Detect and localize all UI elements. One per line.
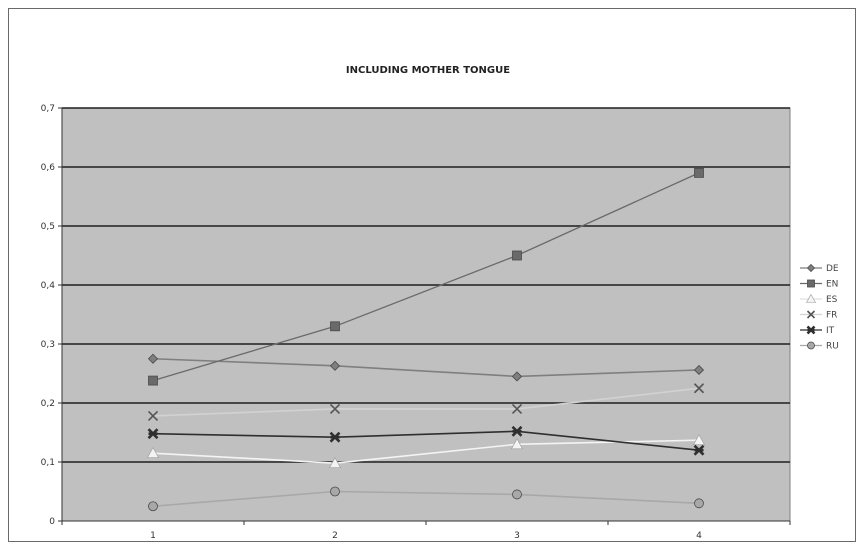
data-point-es (328, 457, 342, 468)
data-point-de (147, 353, 159, 364)
series-es (146, 434, 706, 468)
data-point-en (148, 375, 158, 386)
data-point-es (146, 447, 160, 458)
legend: DE EN ES FR IT RU (800, 263, 839, 352)
chart-title: INCLUDING MOTHER TONGUE (346, 65, 510, 76)
legend-label: IT (826, 326, 835, 336)
legend-marker (807, 279, 815, 288)
legend-item-it: IT (800, 325, 835, 336)
axes (58, 107, 791, 525)
legend-label: EN (826, 280, 838, 290)
data-point-es (510, 438, 524, 450)
series-ru (148, 486, 704, 512)
grid-lines (62, 107, 790, 463)
data-point-fr (511, 403, 523, 414)
data-point-ru (694, 498, 704, 509)
series-line-fr (152, 387, 700, 417)
x-tick-label: 2 (332, 531, 338, 541)
legend-item-en: EN (800, 280, 838, 290)
x-tick-label: 1 (150, 531, 156, 541)
y-tick-label: 0,2 (41, 399, 55, 409)
y-tick-label: 0,6 (41, 163, 56, 173)
series-layer (146, 167, 706, 512)
data-point-de (511, 371, 523, 382)
legend-label: RU (826, 342, 839, 352)
legend-marker (807, 341, 815, 350)
data-point-de (693, 364, 705, 376)
series-line-en (152, 172, 700, 382)
legend-marker (806, 310, 816, 319)
y-tick-label: 0,7 (41, 104, 55, 114)
data-point-en (512, 250, 522, 261)
series-line-it (152, 430, 700, 451)
series-en (148, 167, 704, 386)
data-point-ru (330, 486, 340, 497)
legend-marker (806, 325, 816, 335)
data-point-ru (148, 501, 158, 512)
data-point-en (330, 321, 340, 332)
y-tick-label: 0,5 (41, 222, 55, 232)
series-line-ru (152, 490, 700, 508)
plot-area (61, 107, 791, 522)
legend-label: DE (826, 264, 839, 274)
series-line-de (152, 357, 700, 378)
legend-marker (805, 293, 817, 303)
data-point-it (329, 431, 341, 443)
data-point-fr (329, 403, 341, 414)
legend-label: FR (826, 311, 837, 321)
data-point-it (693, 444, 705, 456)
legend-item-fr: FR (800, 310, 837, 321)
data-point-it (147, 428, 159, 440)
data-point-fr (147, 410, 159, 422)
legend-item-es: ES (800, 293, 838, 305)
legend-marker (806, 263, 816, 273)
x-tick-label: 4 (696, 531, 702, 541)
y-tick-label: 0,4 (41, 281, 56, 291)
data-point-de (329, 360, 341, 371)
series-line-es (152, 439, 700, 464)
y-tick-label: 0 (49, 517, 55, 527)
legend-item-de: DE (800, 263, 839, 274)
series-de (147, 353, 705, 382)
series-fr (147, 383, 705, 422)
x-tick-label: 3 (514, 531, 520, 541)
series-it (147, 425, 705, 456)
data-point-es (692, 434, 706, 445)
tick-labels: 0 0,1 0,2 0,3 0,4 0,5 0,6 0,7 1 2 3 4 (41, 104, 702, 541)
y-tick-label: 0,3 (41, 340, 55, 350)
data-point-ru (512, 489, 522, 500)
data-point-it (511, 425, 523, 437)
y-tick-label: 0,1 (41, 458, 55, 468)
data-point-en (694, 167, 704, 178)
legend-item-ru: RU (800, 342, 839, 352)
data-point-fr (693, 383, 705, 394)
legend-label: ES (826, 295, 838, 305)
